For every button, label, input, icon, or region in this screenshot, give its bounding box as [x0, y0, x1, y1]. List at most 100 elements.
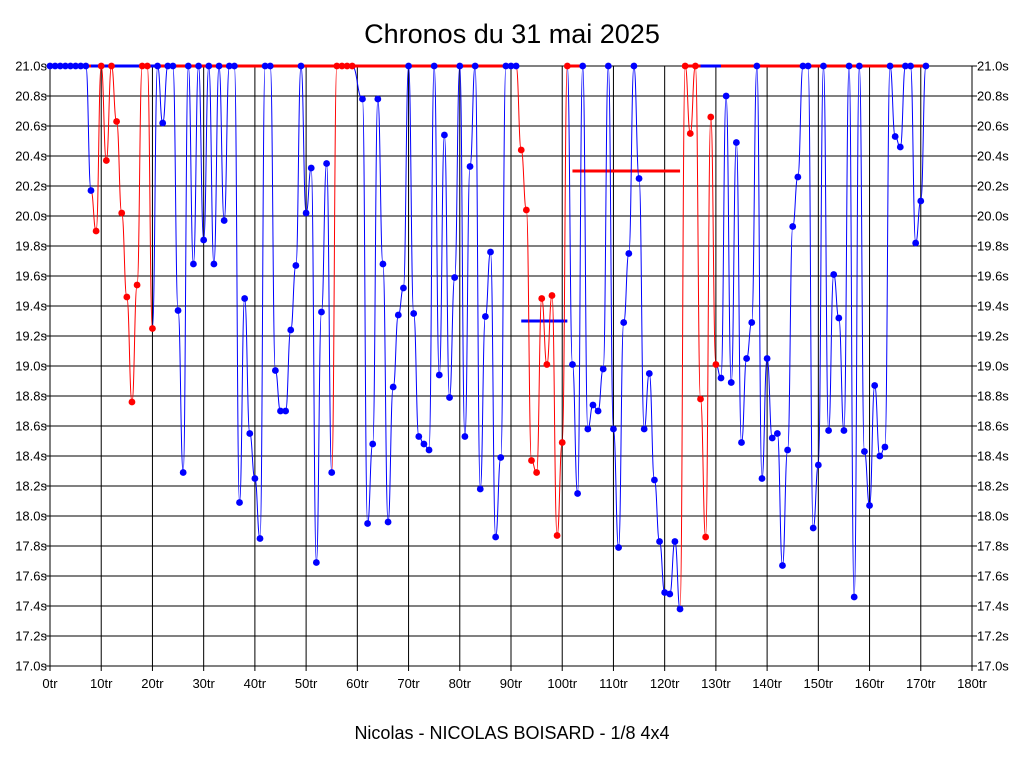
series-line-segment: [177, 310, 184, 473]
x-tick-label: 0tr: [42, 676, 58, 691]
series-line-segment: [612, 428, 620, 548]
data-point: [886, 62, 894, 70]
series-line-segment: [387, 386, 394, 523]
y-tick-label-right: 19.2s: [977, 329, 1009, 344]
series-line-segment: [233, 65, 240, 503]
data-point: [456, 62, 464, 70]
series-line-segment: [331, 65, 338, 473]
data-point: [671, 538, 679, 545]
data-point: [768, 434, 776, 442]
data-point: [533, 469, 541, 476]
series-line-segment: [869, 385, 876, 506]
y-tick-label-left: 20.0s: [15, 209, 47, 224]
series-line-segment: [443, 134, 450, 398]
x-tick-label: 150tr: [804, 676, 834, 691]
y-tick-label-left: 17.2s: [15, 629, 47, 644]
data-point: [123, 293, 131, 301]
y-tick-label-left: 19.0s: [15, 359, 47, 374]
data-point: [763, 355, 771, 362]
series-line-segment: [756, 65, 763, 479]
series-line-segment: [710, 116, 717, 365]
series-line-segment: [582, 65, 589, 430]
data-point: [261, 62, 269, 70]
data-point: [225, 62, 233, 70]
series-line-segment: [797, 65, 804, 178]
data-point: [466, 163, 474, 170]
data-point: [748, 319, 756, 326]
series-line-segment: [428, 65, 435, 451]
data-point: [640, 425, 648, 433]
data-point: [712, 361, 720, 368]
data-point: [51, 62, 59, 70]
data-point: [374, 95, 382, 103]
series-line-segment: [402, 65, 410, 289]
series-line-segment: [479, 316, 486, 490]
series-line-segment: [500, 65, 507, 458]
data-point: [610, 425, 617, 433]
series-line-segment: [372, 98, 379, 445]
data-point: [507, 62, 515, 70]
series-line-segment: [310, 167, 317, 563]
x-tick-label: 80tr: [449, 676, 472, 691]
data-point: [645, 370, 653, 377]
series-line-segment: [725, 95, 732, 383]
data-point: [138, 62, 146, 70]
y-tick-label-right: 17.0s: [977, 659, 1009, 674]
data-point: [384, 518, 392, 526]
data-point: [820, 62, 827, 70]
data-point: [323, 160, 330, 167]
data-point: [891, 133, 899, 140]
series-line-segment: [848, 65, 855, 598]
series-line-segment: [198, 65, 205, 241]
data-point: [405, 62, 412, 70]
series-line-segment: [730, 142, 737, 383]
x-tick-label: 60tr: [346, 676, 369, 691]
series-line-segment: [525, 209, 532, 461]
series-line-segment: [469, 65, 476, 167]
series-line-segment: [853, 65, 860, 598]
x-tick-label: 70tr: [397, 676, 420, 691]
series-line-segment: [382, 263, 389, 523]
series-line-segment: [464, 166, 471, 437]
series-line-segment: [408, 65, 415, 314]
data-point: [348, 62, 356, 70]
data-point: [169, 62, 177, 70]
data-point: [814, 461, 822, 469]
data-point: [604, 62, 612, 70]
data-point: [420, 440, 428, 448]
y-tick-label-left: 17.6s: [15, 569, 47, 584]
data-point: [215, 62, 223, 70]
data-point: [574, 490, 581, 497]
series-line-segment: [326, 163, 333, 473]
data-point: [845, 62, 853, 70]
series-line-segment: [648, 373, 655, 481]
series-line-segment: [638, 178, 645, 430]
data-point: [425, 446, 433, 454]
series-line-segment: [817, 65, 824, 466]
data-point: [92, 227, 100, 235]
series-line-segment: [213, 65, 220, 265]
series-line-segment: [843, 65, 850, 431]
y-tick-label-left: 19.2s: [15, 329, 47, 344]
data-point: [364, 520, 371, 527]
data-point: [594, 407, 602, 415]
series-line-segment: [490, 251, 497, 538]
data-point: [861, 448, 868, 455]
x-tick-label: 10tr: [90, 676, 113, 691]
data-point: [410, 310, 418, 317]
data-point: [87, 187, 95, 194]
x-tick-label: 110tr: [599, 676, 628, 691]
data-point: [318, 308, 325, 316]
series-line-segment: [858, 65, 865, 452]
data-point: [825, 427, 832, 434]
series-line-segment: [474, 65, 481, 490]
data-point: [558, 439, 566, 446]
data-point: [312, 559, 320, 566]
data-point: [584, 425, 592, 433]
x-tick-label: 170tr: [906, 676, 936, 691]
data-point: [922, 62, 930, 70]
data-point: [692, 62, 699, 70]
data-point: [133, 281, 141, 289]
data-point: [195, 62, 202, 70]
y-tick-label-left: 18.2s: [15, 479, 47, 494]
